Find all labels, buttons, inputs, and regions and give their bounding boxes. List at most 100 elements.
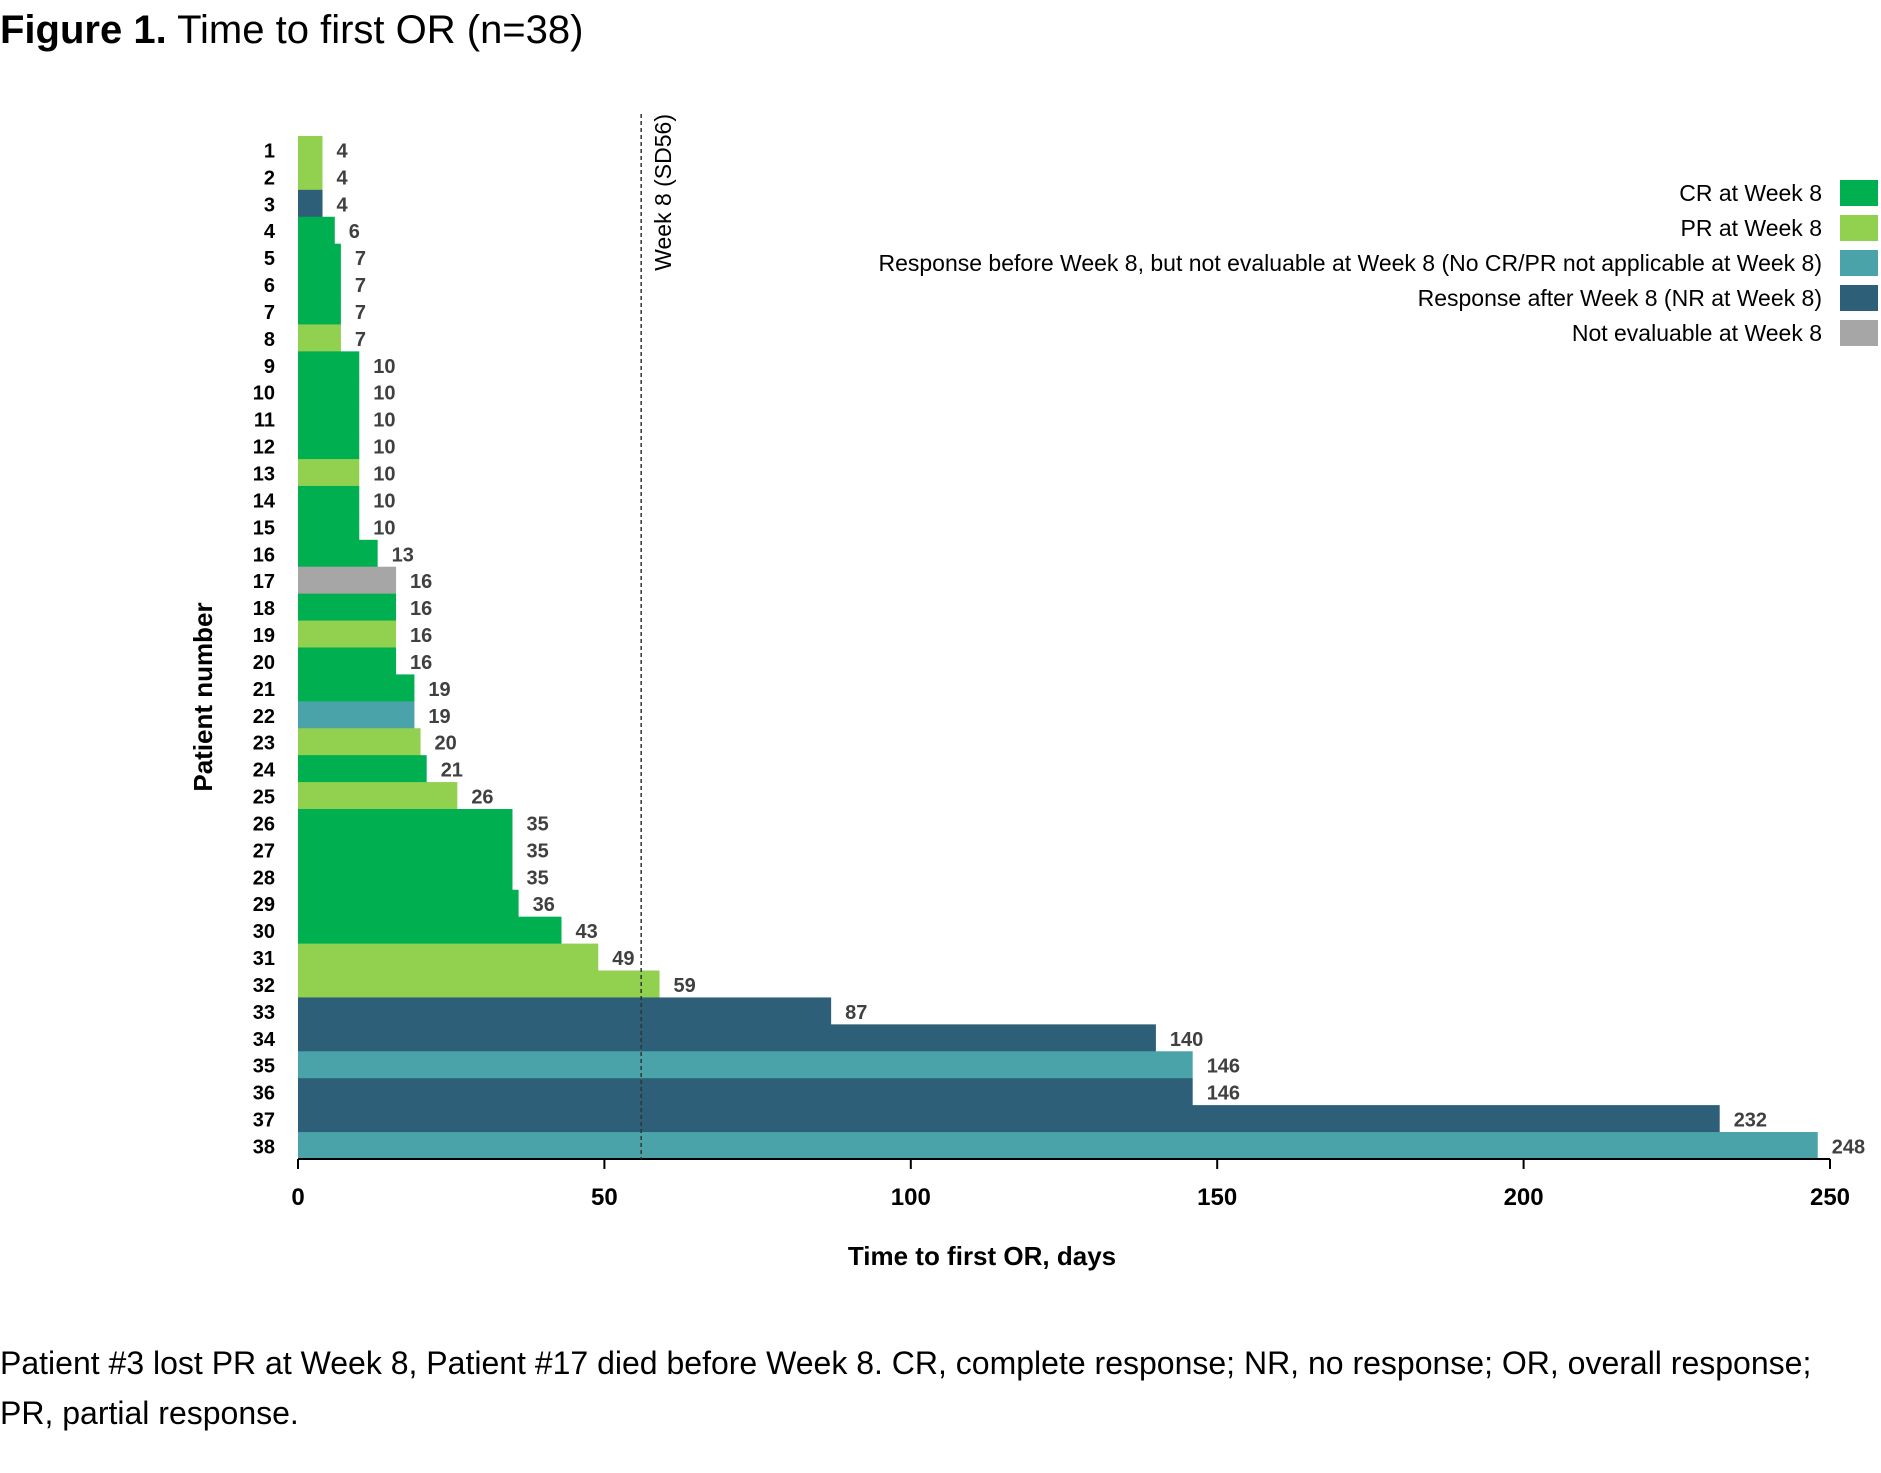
x-tick-label: 150 (1197, 1184, 1237, 1211)
value-labels-group: 4446777710101010101010131616161619192021… (337, 140, 1866, 1158)
value-label: 4 (337, 167, 349, 189)
y-tick-label: 23 (253, 733, 275, 755)
bar-patient-27 (298, 835, 513, 864)
value-label: 7 (355, 329, 366, 351)
value-label: 21 (441, 760, 463, 782)
bar-patient-38 (298, 1132, 1818, 1160)
legend-label-nr: Response after Week 8 (NR at Week 8) (1418, 285, 1822, 311)
value-label: 35 (526, 867, 548, 889)
y-tick-label: 34 (253, 1029, 276, 1051)
y-tick-label: 4 (264, 221, 276, 243)
bar-patient-19 (298, 620, 397, 648)
bar-patient-20 (298, 647, 397, 675)
bar-patient-35 (298, 1051, 1193, 1079)
legend-label-ne: Not evaluable at Week 8 (1572, 320, 1822, 346)
y-tick-label: 30 (253, 921, 275, 943)
value-label: 19 (428, 679, 450, 701)
y-axis-title: Patient number (188, 602, 218, 791)
value-label: 7 (355, 275, 366, 297)
y-tick-labels-group: 1234567891011121314151617181920212223242… (253, 140, 276, 1158)
value-label: 10 (373, 490, 395, 512)
value-label: 35 (526, 813, 548, 835)
bar-patient-29 (298, 889, 519, 918)
reference-line-group: Week 8 (SD56) (640, 114, 676, 1159)
value-label: 16 (410, 625, 432, 647)
bar-patient-1 (298, 136, 323, 164)
x-tick-label: 200 (1504, 1184, 1544, 1211)
y-tick-label: 2 (264, 167, 275, 189)
bar-patient-6 (298, 270, 341, 299)
bar-patient-17 (298, 566, 397, 595)
y-tick-label: 18 (253, 598, 275, 620)
value-label: 146 (1207, 1083, 1240, 1105)
y-tick-label: 33 (253, 1002, 275, 1024)
time-to-response-chart: 4446777710101010101010131616161619192021… (188, 114, 1878, 1271)
value-label: 146 (1207, 1056, 1240, 1078)
y-tick-label: 6 (264, 275, 275, 297)
value-label: 10 (373, 437, 395, 459)
bar-patient-26 (298, 809, 513, 837)
y-tick-label: 15 (253, 517, 275, 539)
x-tick-label: 50 (591, 1184, 618, 1211)
x-tick-label: 0 (291, 1184, 304, 1211)
y-tick-label: 26 (253, 813, 275, 835)
bar-patient-30 (298, 916, 562, 945)
bar-patient-33 (298, 997, 832, 1025)
bar-patient-28 (298, 862, 513, 891)
value-label: 10 (373, 356, 395, 378)
bar-patient-7 (298, 297, 341, 325)
legend-swatch-ne (1840, 320, 1878, 346)
y-tick-label: 8 (264, 329, 275, 351)
bar-patient-2 (298, 162, 323, 191)
bar-patient-10 (298, 378, 360, 406)
value-label: 13 (392, 544, 414, 566)
y-tick-label: 27 (253, 840, 275, 862)
y-tick-label: 35 (253, 1056, 275, 1078)
legend-swatch-cr (1840, 180, 1878, 206)
y-tick-label: 24 (253, 760, 276, 782)
legend-swatch-nr (1840, 285, 1878, 311)
bar-patient-24 (298, 755, 427, 783)
y-tick-label: 11 (254, 410, 275, 432)
week8-reference-label: Week 8 (SD56) (650, 114, 676, 271)
value-label: 10 (373, 383, 395, 405)
bar-patient-22 (298, 701, 415, 729)
value-label: 4 (337, 140, 349, 162)
legend-swatch-pr (1840, 215, 1878, 241)
legend-label-cr: CR at Week 8 (1679, 180, 1822, 206)
legend-swatch-rb (1840, 250, 1878, 276)
y-tick-label: 20 (253, 652, 275, 674)
y-tick-label: 36 (253, 1083, 275, 1105)
value-label: 20 (435, 733, 457, 755)
value-label: 43 (576, 921, 598, 943)
bar-patient-31 (298, 943, 599, 972)
y-tick-label: 12 (253, 437, 275, 459)
legend-label-pr: PR at Week 8 (1681, 215, 1822, 241)
y-tick-label: 7 (264, 302, 275, 324)
value-label: 35 (526, 840, 548, 862)
bar-patient-3 (298, 189, 323, 218)
value-label: 16 (410, 571, 432, 593)
bar-patient-32 (298, 970, 660, 998)
x-axis-title: Time to first OR, days (848, 1241, 1116, 1271)
value-label: 36 (533, 894, 555, 916)
figure-caption: Patient #3 lost PR at Week 8, Patient #1… (0, 1345, 1812, 1431)
value-label: 140 (1170, 1029, 1203, 1051)
x-tick-label: 250 (1810, 1184, 1850, 1211)
bars-group (298, 136, 1818, 1160)
y-tick-label: 13 (253, 464, 275, 486)
legend-label-rb: Response before Week 8, but not evaluabl… (878, 250, 1822, 276)
figure-number: Figure 1. (0, 8, 167, 52)
legend: CR at Week 8 PR at Week 8 Response before … (878, 180, 1878, 346)
bar-patient-11 (298, 405, 360, 433)
x-tick-label: 100 (891, 1184, 931, 1211)
bar-patient-16 (298, 539, 378, 568)
y-tick-label: 5 (264, 248, 275, 270)
bar-patient-12 (298, 432, 360, 460)
y-tick-label: 17 (253, 571, 275, 593)
bar-patient-34 (298, 1024, 1156, 1052)
y-tick-label: 31 (253, 948, 275, 970)
value-label: 10 (373, 517, 395, 539)
value-label: 87 (845, 1002, 867, 1024)
y-tick-label: 37 (253, 1110, 275, 1132)
